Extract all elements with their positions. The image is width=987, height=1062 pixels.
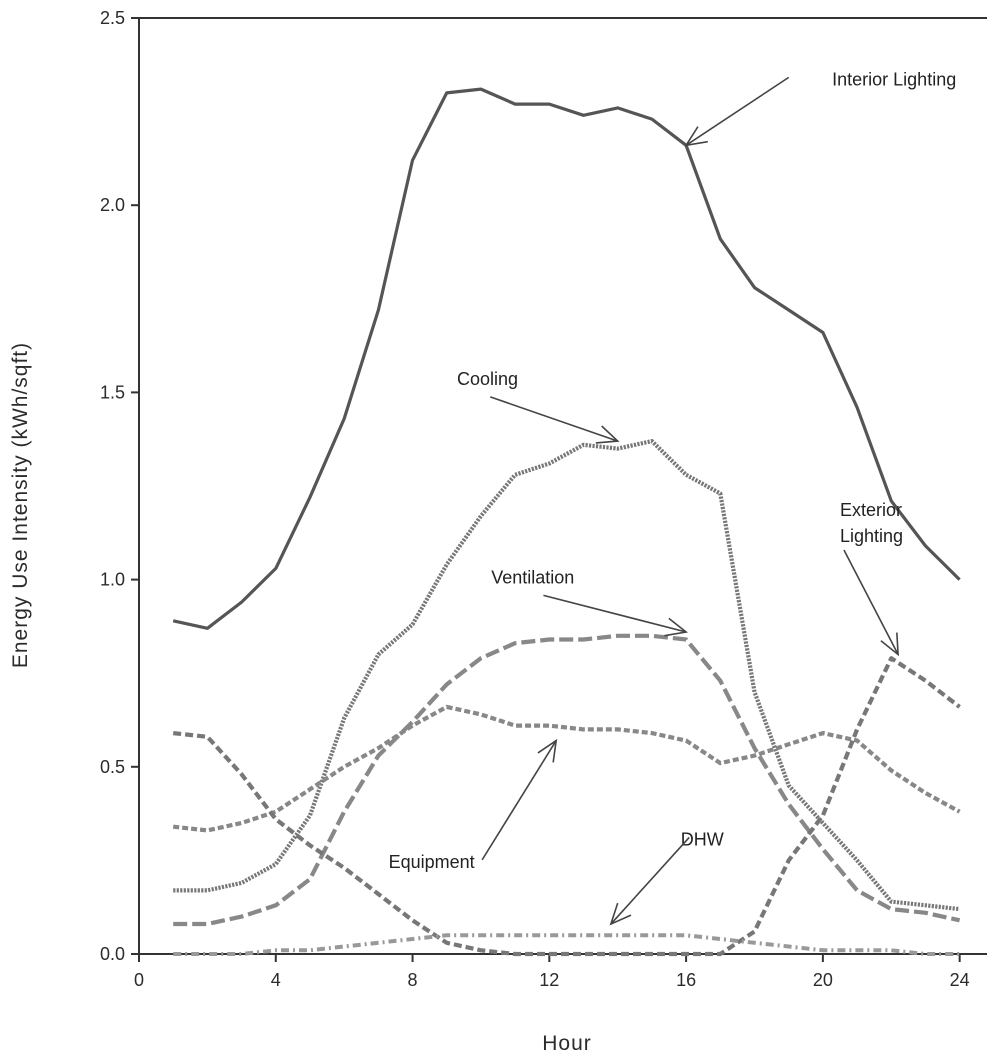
x-tick-label: 4 [271,970,281,990]
annotation-arrow-shaft [843,549,899,655]
annotation-arrow-shaft [489,396,618,442]
annotation-label: Ventilation [491,567,574,587]
annotation-arrow-head [609,902,632,926]
annotation-label: Equipment [389,852,475,872]
y-tick-label: 1.5 [100,382,125,402]
y-axis-title: Energy Use Intensity (kWh/sqft) [9,342,32,668]
series-line-exterior-lighting [172,656,961,957]
x-tick-label: 16 [676,970,696,990]
annotation-arrow-head [664,617,688,637]
x-tick-label: 24 [950,970,970,990]
series-layer [172,87,961,957]
annotation-label: Lighting [840,526,903,546]
y-tick-label: 1.0 [100,570,125,590]
annotation-label: Interior Lighting [832,69,956,89]
y-tick-label: 0.0 [100,944,125,964]
annotation-arrow-shaft [543,594,687,633]
annotation-arrow-head [880,632,899,657]
annotation-arrow-head [684,126,708,147]
series-line-interior-lighting [172,87,961,630]
x-tick-label: 8 [408,970,418,990]
series-line-equipment [172,704,961,833]
annotation-arrow-shaft [685,76,790,146]
annotation-label: Cooling [457,369,518,389]
x-tick-label: 0 [134,970,144,990]
x-tick-label: 20 [813,970,833,990]
series-line-dhw [173,933,960,956]
series-line-ventilation [173,633,961,927]
annotation-arrow-head [595,425,620,444]
annotation-arrow-shaft [610,836,690,925]
annotation-layer: Interior Lighting Cooling Ventilation Exter… [389,69,956,926]
annotation-arrow-shaft [481,740,557,861]
y-tick-label: 2.5 [100,8,125,28]
y-tick-label: 2.0 [100,195,125,215]
x-axis-title: Hour [542,1032,592,1055]
annotation-label: DHW [681,829,724,849]
chart-axes: 0.0 0.5 1.0 1.5 2.0 2.5 0 4 8 12 16 20 24 [100,8,987,990]
annotation-label: Exterior [840,500,902,520]
x-tick-label: 12 [539,970,559,990]
annotation-arrow-head [537,738,558,763]
series-line-cooling [173,439,960,912]
y-tick-label: 0.5 [100,757,125,777]
